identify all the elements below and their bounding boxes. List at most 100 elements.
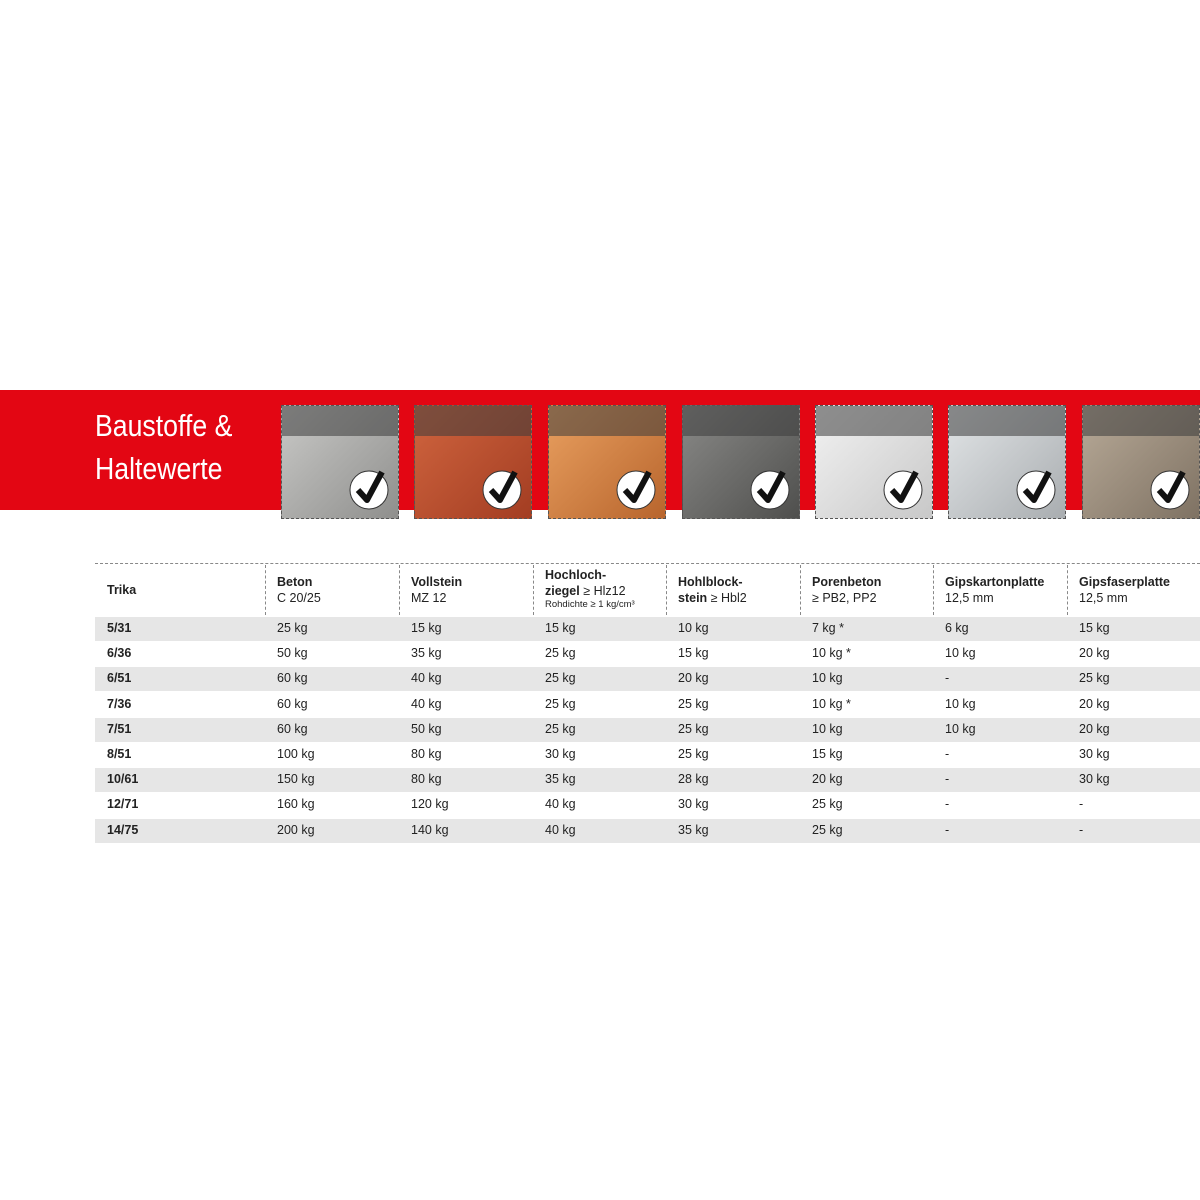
table-cell: 10 kg bbox=[945, 721, 976, 736]
material-tile bbox=[281, 405, 399, 519]
table-cell: 28 kg bbox=[678, 772, 709, 787]
material-tile bbox=[948, 405, 1066, 519]
table-cell: - bbox=[945, 822, 950, 837]
table-cell: 10 kg bbox=[812, 721, 843, 736]
column-header: Hochloch-ziegel ≥ Hlz12 Rohdichte ≥ 1 kg/… bbox=[545, 567, 635, 610]
tile-shade bbox=[282, 406, 398, 436]
row-label: 8/51 bbox=[107, 747, 132, 761]
row-label: 14/75 bbox=[107, 822, 139, 837]
table-cell: 50 kg bbox=[277, 646, 308, 661]
header-line: Porenbeton bbox=[812, 574, 881, 590]
table-cell: 30 kg bbox=[545, 747, 576, 761]
table-cell: 15 kg bbox=[1079, 621, 1110, 635]
column-separator bbox=[533, 565, 534, 615]
table-cell: 20 kg bbox=[1079, 696, 1110, 711]
table-cell: 25 kg bbox=[812, 797, 843, 812]
header-line: stein ≥ Hbl2 bbox=[678, 590, 747, 606]
table-cell: 15 kg bbox=[411, 621, 442, 635]
header-name: Hochloch- bbox=[545, 568, 607, 582]
table-cell: 40 kg bbox=[545, 797, 576, 812]
table-cell: 20 kg bbox=[678, 671, 709, 686]
row-label: 7/51 bbox=[107, 721, 132, 736]
table-cell: 15 kg bbox=[545, 621, 576, 635]
row-label: 5/31 bbox=[107, 621, 132, 635]
column-header: Vollstein MZ 12 bbox=[411, 574, 462, 606]
check-icon bbox=[683, 406, 799, 510]
material-tile bbox=[682, 405, 800, 519]
table-cell: 150 kg bbox=[277, 772, 315, 787]
table-cell: 35 kg bbox=[678, 822, 709, 837]
column-header: Porenbeton ≥ PB2, PP2 bbox=[812, 574, 881, 606]
column-separator bbox=[399, 565, 400, 615]
check-icon bbox=[1083, 406, 1199, 510]
check-mark bbox=[756, 470, 786, 503]
header-line: ziegel ≥ Hlz12 bbox=[545, 583, 635, 599]
column-header: Beton C 20/25 bbox=[277, 574, 321, 606]
column-header: Gipsfaserplatte 12,5 mm bbox=[1079, 574, 1170, 606]
row-background bbox=[95, 768, 1200, 793]
table-cell: 15 kg bbox=[812, 747, 843, 761]
header-line: Beton bbox=[277, 574, 321, 590]
header-spec: 12,5 mm bbox=[945, 591, 994, 605]
header-name: Trika bbox=[107, 583, 137, 597]
table-cell: 10 kg * bbox=[812, 696, 851, 711]
column-separator bbox=[933, 565, 934, 615]
table-cell: 35 kg bbox=[545, 772, 576, 787]
table-cell: - bbox=[945, 747, 950, 761]
tile-shade bbox=[683, 406, 799, 436]
table-cell: 50 kg bbox=[411, 721, 442, 736]
table-cell: 25 kg bbox=[277, 621, 308, 635]
check-mark bbox=[355, 470, 385, 503]
tile-shade bbox=[1083, 406, 1199, 436]
table-cell: - bbox=[945, 671, 950, 686]
header-line: Vollstein bbox=[411, 574, 462, 590]
header-note: Rohdichte ≥ 1 kg/cm³ bbox=[545, 599, 635, 610]
header-spec: ≥ Hbl2 bbox=[710, 591, 747, 605]
column-header: Hohlblock-stein ≥ Hbl2 bbox=[678, 574, 747, 606]
table-top-rule bbox=[95, 563, 1200, 564]
row-label: 7/36 bbox=[107, 696, 132, 711]
table-cell: 30 kg bbox=[678, 797, 709, 812]
column-separator bbox=[1067, 565, 1068, 615]
header-name: stein bbox=[678, 591, 708, 605]
table-cell: 60 kg bbox=[277, 696, 308, 711]
material-tile bbox=[414, 405, 532, 519]
header-name: Gipsfaserplatte bbox=[1079, 575, 1171, 589]
table-cell: 60 kg bbox=[277, 671, 308, 686]
material-tile bbox=[1082, 405, 1200, 519]
table-cell: 200 kg bbox=[277, 822, 315, 837]
table-cell: 40 kg bbox=[411, 696, 442, 711]
check-icon bbox=[949, 406, 1065, 510]
row-label: 10/61 bbox=[107, 772, 139, 787]
header-line: Gipsfaserplatte bbox=[1079, 574, 1170, 590]
row-label: 6/36 bbox=[107, 646, 132, 661]
table-cell: 10 kg bbox=[945, 646, 976, 661]
table-cell: 40 kg bbox=[411, 671, 442, 686]
table-cell: 25 kg bbox=[545, 671, 576, 686]
header-line: Trika bbox=[107, 582, 136, 598]
title-line: Haltewerte bbox=[95, 451, 223, 486]
check-mark bbox=[488, 470, 518, 503]
row-background bbox=[95, 717, 1200, 742]
table-cell: 120 kg bbox=[411, 797, 449, 812]
table-cell: - bbox=[945, 797, 950, 812]
header-spec: 12,5 mm bbox=[1079, 591, 1128, 605]
row-label: 6/51 bbox=[107, 671, 132, 686]
table-cell: 25 kg bbox=[1079, 671, 1110, 686]
table-cell: 25 kg bbox=[678, 721, 709, 736]
table-cell: 25 kg bbox=[545, 646, 576, 661]
row-background bbox=[95, 617, 1200, 641]
table-cell: 10 kg * bbox=[812, 646, 851, 661]
check-icon bbox=[415, 406, 531, 510]
table-cell: 80 kg bbox=[411, 772, 442, 787]
table-cell: 10 kg bbox=[678, 621, 709, 635]
check-icon bbox=[549, 406, 665, 510]
row-label: 12/71 bbox=[107, 797, 139, 812]
tile-shade bbox=[816, 406, 932, 436]
table-cell: - bbox=[1079, 797, 1084, 812]
header-spec: ≥ Hlz12 bbox=[583, 584, 626, 598]
header-name: Beton bbox=[277, 575, 313, 589]
table-cell: 20 kg bbox=[1079, 646, 1110, 661]
tile-shade bbox=[949, 406, 1065, 436]
table-cell: 25 kg bbox=[678, 747, 709, 761]
